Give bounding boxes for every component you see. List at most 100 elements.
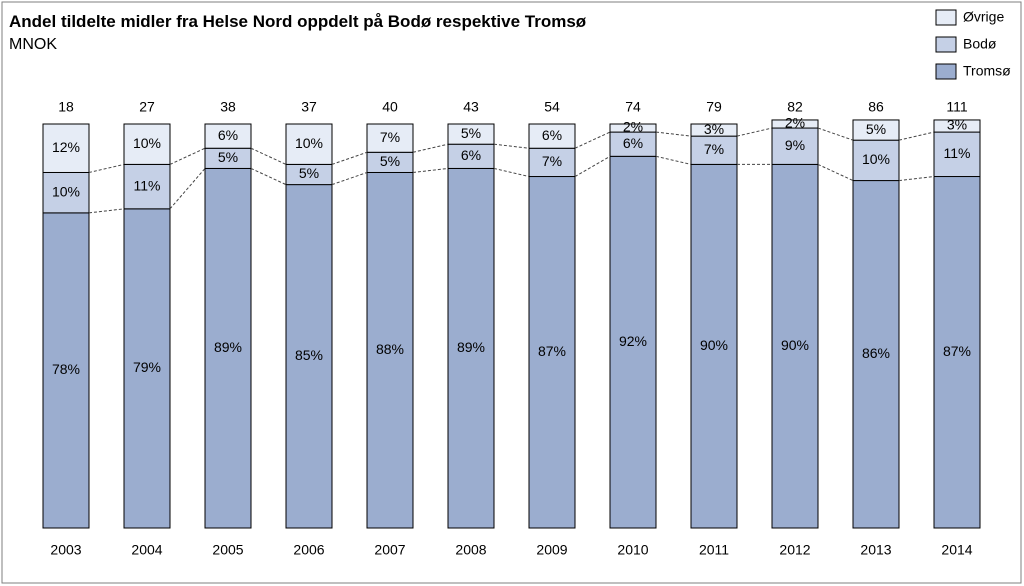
x-tick-label: 2004 <box>131 542 162 558</box>
x-tick-label: 2010 <box>617 542 648 558</box>
total-label: 86 <box>868 99 884 115</box>
value-label: 3% <box>947 117 967 133</box>
connector-line <box>169 168 206 210</box>
value-label: 10% <box>133 135 161 151</box>
value-label: 5% <box>299 165 319 181</box>
value-label: 2% <box>623 119 643 135</box>
connector-line <box>655 155 692 165</box>
total-label: 43 <box>463 99 479 115</box>
value-label: 5% <box>380 153 400 169</box>
value-label: 11% <box>944 145 971 161</box>
bar-segment <box>204 167 252 529</box>
connector-line <box>574 155 611 177</box>
bar-segment <box>366 123 414 153</box>
total-label: 74 <box>625 99 641 115</box>
connector-line <box>898 131 935 141</box>
value-label: 6% <box>461 147 481 163</box>
connector-line <box>817 163 854 182</box>
value-label: 10% <box>295 135 323 151</box>
x-tick-label: 2003 <box>50 542 81 558</box>
value-label: 89% <box>457 339 485 355</box>
x-tick-label: 2012 <box>779 542 810 558</box>
value-label: 7% <box>380 129 400 145</box>
x-tick-label: 2011 <box>699 542 729 558</box>
legend-swatch <box>935 9 957 26</box>
total-label: 111 <box>946 99 967 115</box>
value-label: 5% <box>866 121 886 137</box>
bar-segment <box>447 143 495 169</box>
bar-segment <box>690 163 738 529</box>
bar-segment <box>528 123 576 149</box>
bar-segment <box>447 123 495 145</box>
value-label: 5% <box>218 149 238 165</box>
value-label: 10% <box>52 183 80 199</box>
x-tick-label: 2005 <box>212 542 243 558</box>
connector-line <box>331 151 368 165</box>
value-label: 12% <box>52 139 80 155</box>
chart-title: Andel tildelte midler fra Helse Nord opp… <box>9 12 587 31</box>
bar-segment <box>609 155 657 529</box>
value-label: 6% <box>218 127 238 143</box>
bar-segment <box>447 167 495 529</box>
legend-label: Øvrige <box>963 9 1004 25</box>
legend-label: Bodø <box>963 36 997 52</box>
bar-segment <box>852 139 900 182</box>
connector-line <box>412 143 449 153</box>
connector-line <box>898 176 935 182</box>
value-label: 9% <box>785 137 805 153</box>
value-label: 89% <box>214 339 242 355</box>
bar-segment <box>528 147 576 178</box>
connector-line <box>331 172 368 186</box>
value-label: 7% <box>704 141 724 157</box>
value-label: 87% <box>538 343 566 359</box>
total-label: 18 <box>58 99 74 115</box>
total-label: 38 <box>220 99 236 115</box>
x-tick-label: 2013 <box>860 542 891 558</box>
bar-segment <box>933 119 981 133</box>
total-label: 54 <box>544 99 560 115</box>
connector-line <box>88 208 125 214</box>
value-label: 6% <box>542 127 562 143</box>
value-label: 11% <box>134 177 161 193</box>
x-tick-label: 2009 <box>536 542 567 558</box>
total-label: 79 <box>706 99 722 115</box>
total-label: 40 <box>382 99 398 115</box>
x-tick-label: 2008 <box>455 542 486 558</box>
connector-line <box>817 127 854 141</box>
value-label: 10% <box>862 151 890 167</box>
connector-line <box>736 127 773 137</box>
connector-line <box>250 167 287 186</box>
bar-segment <box>690 123 738 137</box>
bar-segment <box>123 163 171 210</box>
value-label: 3% <box>704 121 724 137</box>
connector-line <box>655 131 692 137</box>
value-label: 87% <box>943 343 971 359</box>
legend-swatch <box>935 63 957 80</box>
bar-segment <box>42 123 90 173</box>
value-label: 2% <box>785 115 805 131</box>
bar-segment <box>852 180 900 529</box>
bar-segment <box>771 119 819 129</box>
bar-segment <box>528 176 576 529</box>
bar-segment <box>771 163 819 529</box>
connector-line <box>493 143 530 149</box>
legend-label: Tromsø <box>963 63 1011 79</box>
connector-line <box>88 163 125 173</box>
bar-segment <box>366 171 414 529</box>
connector-line <box>169 147 206 165</box>
connector-line <box>412 167 449 173</box>
value-label: 92% <box>619 333 647 349</box>
bar-segment <box>204 123 252 149</box>
bar-segment <box>42 212 90 529</box>
value-label: 79% <box>133 359 161 375</box>
bar-segment <box>609 123 657 133</box>
value-label: 5% <box>461 125 481 141</box>
chart-subtitle: MNOK <box>9 36 57 53</box>
bar-segment <box>123 123 171 165</box>
x-tick-label: 2014 <box>941 542 972 558</box>
connector-line <box>250 147 287 165</box>
bar-segment <box>285 123 333 165</box>
